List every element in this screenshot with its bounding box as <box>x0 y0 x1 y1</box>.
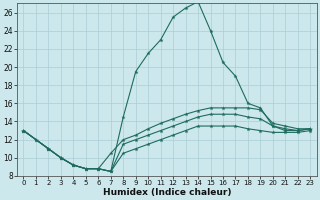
X-axis label: Humidex (Indice chaleur): Humidex (Indice chaleur) <box>103 188 231 197</box>
